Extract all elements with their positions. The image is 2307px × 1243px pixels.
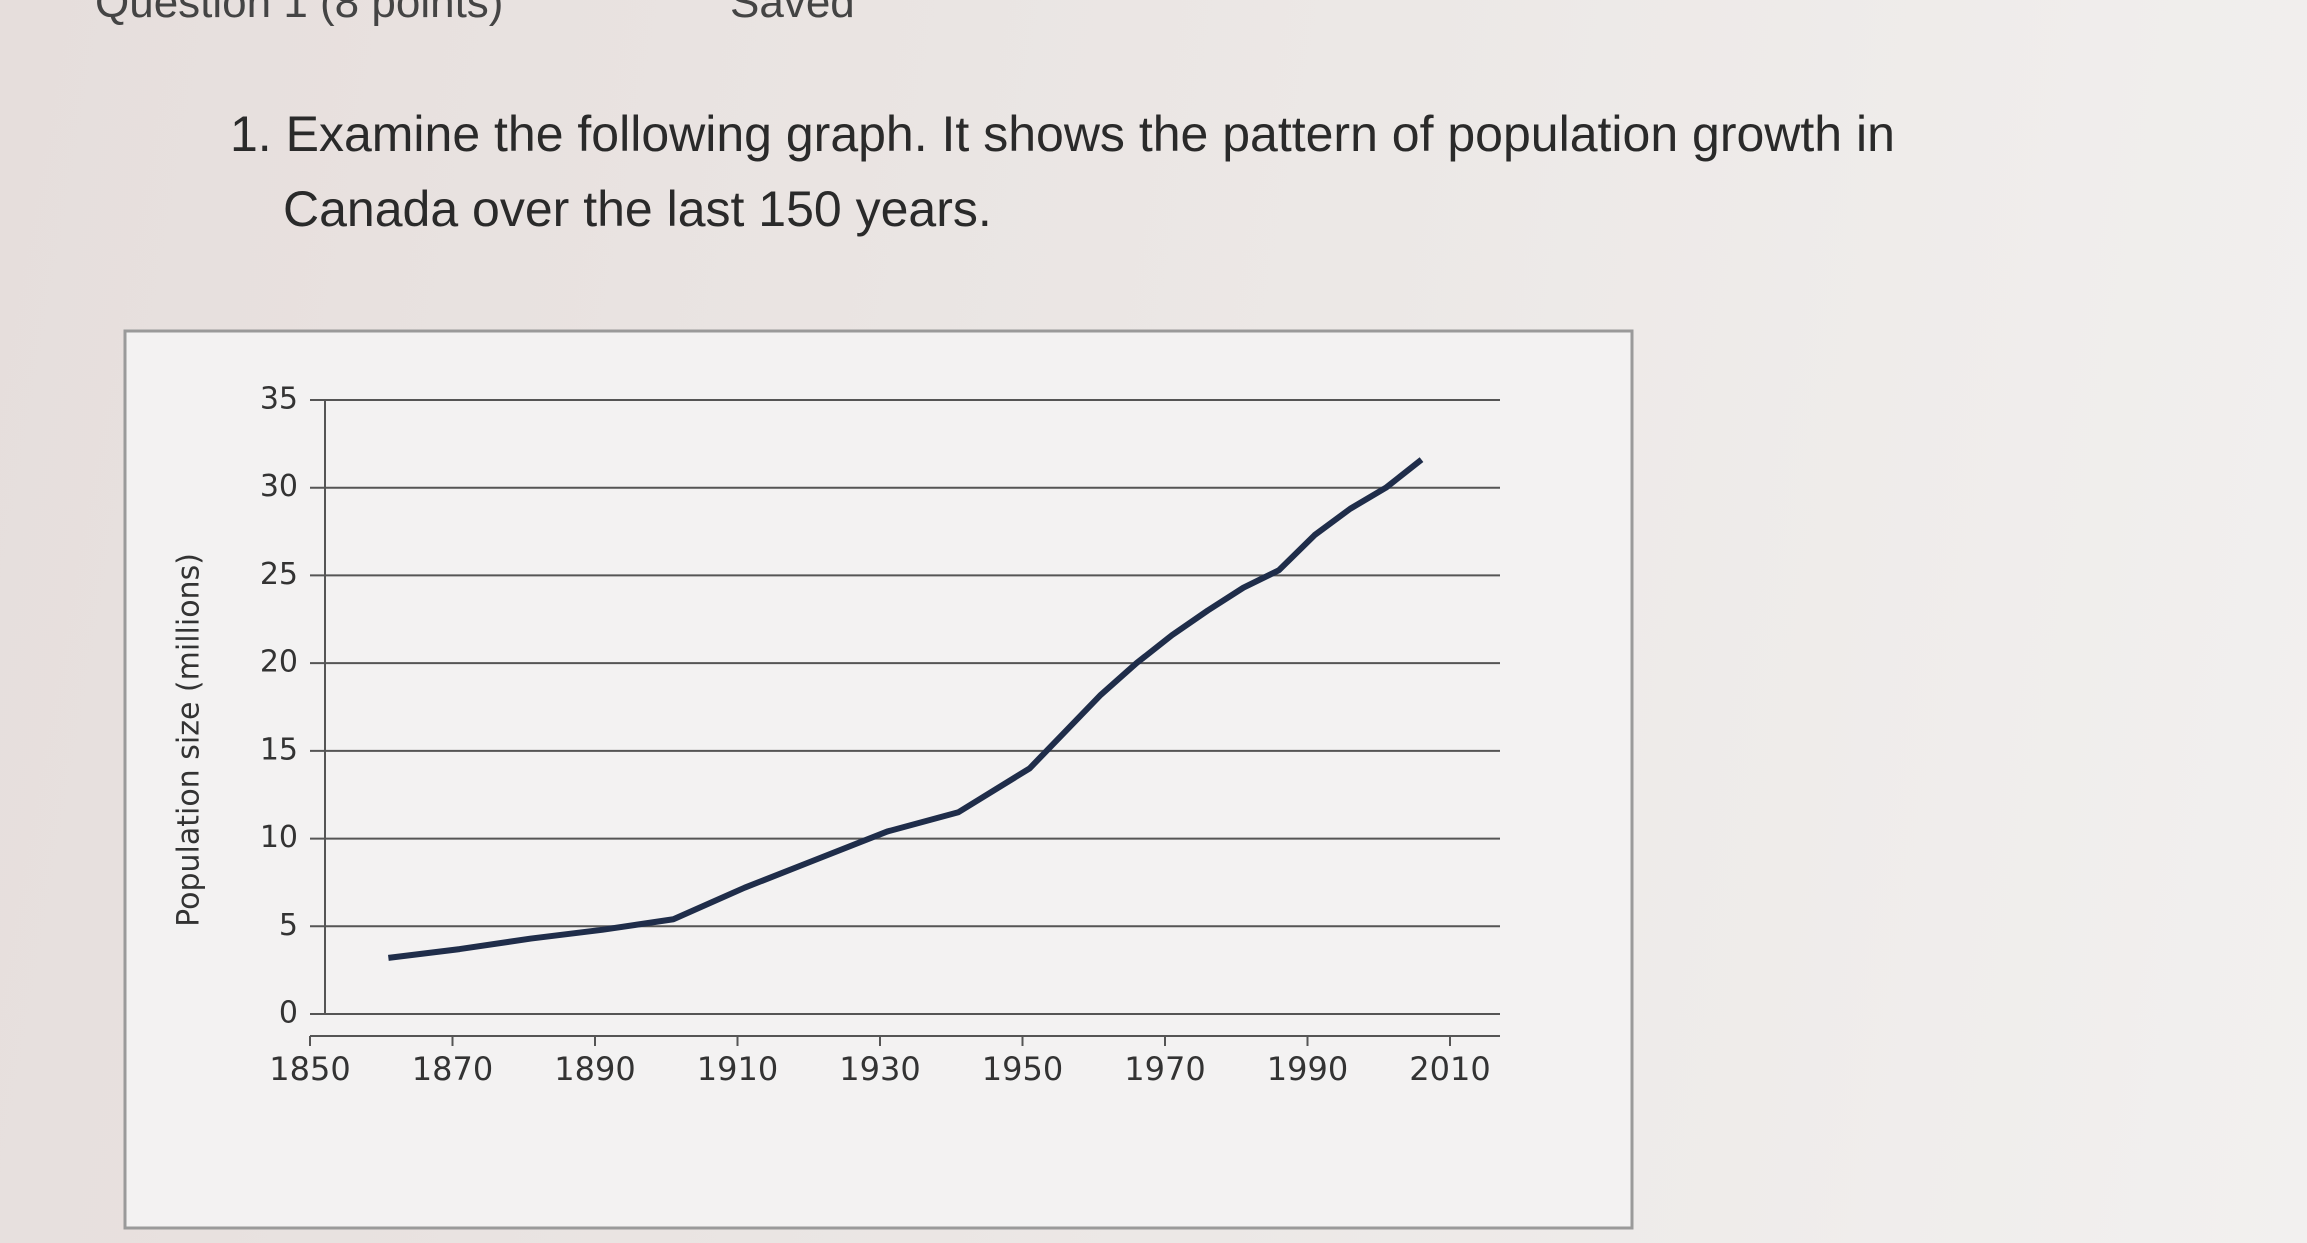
prompt-line: Canada over the last 150 years.	[283, 181, 992, 237]
y-axis-label: Population size (millions)	[172, 553, 207, 927]
y-tick-label: 30	[260, 469, 298, 504]
question-header: Question 1 (8 points)	[95, 0, 504, 27]
x-tick-label: 1870	[412, 1050, 493, 1088]
x-tick-label: 1850	[269, 1050, 350, 1088]
y-tick-label: 15	[260, 732, 298, 767]
y-tick-label: 0	[279, 996, 298, 1031]
x-tick-label: 1890	[554, 1050, 635, 1088]
save-status: Saved	[730, 0, 855, 27]
prompt-line: 1. Examine the following graph. It shows…	[230, 106, 1895, 162]
y-tick-label: 20	[260, 645, 298, 680]
x-tick-label: 1950	[982, 1050, 1063, 1088]
data-line	[388, 457, 1424, 961]
x-tick-label: 1970	[1124, 1050, 1205, 1088]
y-tick-label: 10	[260, 820, 298, 855]
chart-frame	[123, 329, 1634, 1230]
y-tick-label: 25	[260, 557, 298, 592]
x-tick-label: 1910	[697, 1050, 778, 1088]
x-tick-label: 1930	[839, 1050, 920, 1088]
x-tick-label: 2010	[1409, 1050, 1490, 1088]
x-tick-label: 1990	[1267, 1050, 1348, 1088]
y-tick-label: 35	[260, 382, 298, 417]
y-tick-label: 5	[279, 908, 298, 943]
